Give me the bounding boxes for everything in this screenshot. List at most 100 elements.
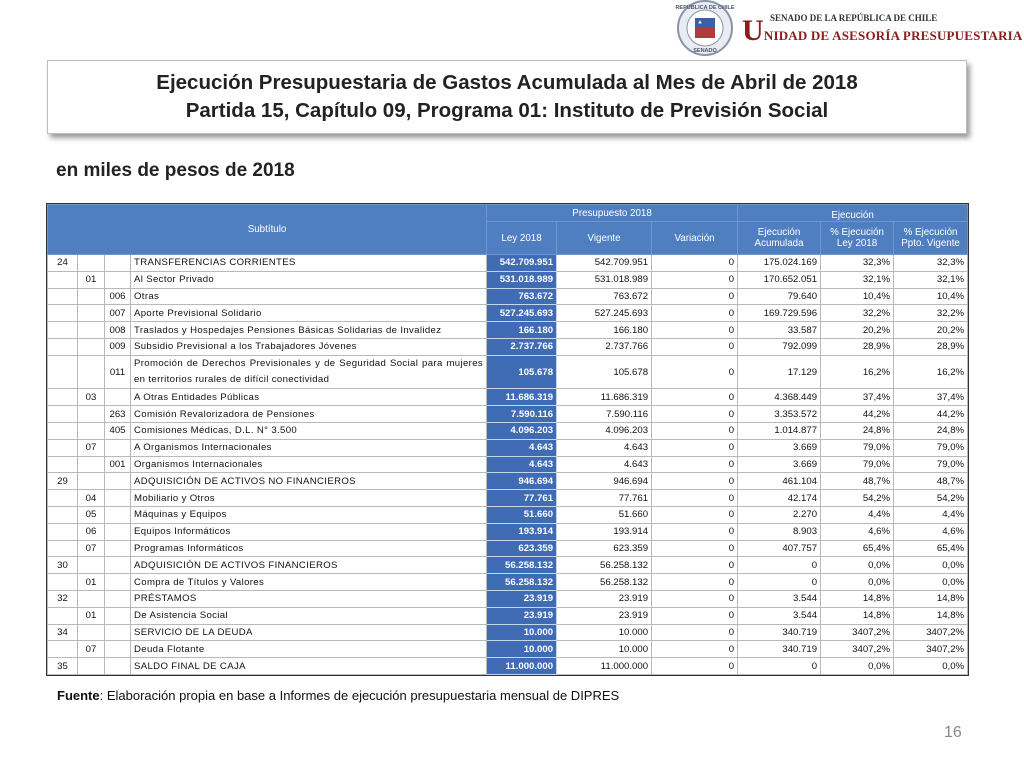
table-cell	[104, 657, 131, 675]
table-row: 30 ADQUISICIÓN DE ACTIVOS FINANCIEROS 56.2…	[47, 556, 969, 575]
table-cell	[77, 304, 105, 323]
table-cell: 17.129	[737, 354, 822, 390]
table-cell	[77, 421, 105, 440]
table-cell: 24,8%	[820, 421, 895, 440]
title-line: Partida 15, Capítulo 09, Programa 01: In…	[185, 99, 829, 122]
table-cell: 7.590.116	[556, 405, 653, 423]
table-cell: 8.903	[737, 522, 822, 541]
logo-line2: UNIDAD DE ASESORÍA PRESUPUESTARIA	[742, 14, 1023, 47]
table-cell: 193.914	[556, 522, 653, 541]
table-cell: 0	[651, 388, 739, 407]
table-row: 07 A Organismos Internacionales 4.643 4.643…	[47, 438, 969, 457]
table-cell: 11.000.000	[486, 657, 558, 675]
table-cell	[47, 573, 78, 591]
table-cell: 340.719	[737, 640, 822, 659]
table-cell: 07	[77, 640, 105, 659]
table-cell: 32,3%	[893, 254, 969, 272]
table-cell	[47, 455, 78, 474]
table-cell: 4.368.449	[737, 388, 822, 407]
table-cell: 2.737.766	[486, 337, 558, 356]
table-cell: SERVICIO DE LA DEUDA	[129, 623, 488, 642]
table-cell: 0	[651, 640, 739, 659]
header-line: Ley 2018	[836, 238, 878, 249]
table-cell: 3407,2%	[820, 640, 895, 659]
table-cell: 527.245.693	[486, 304, 558, 323]
table-cell	[104, 589, 131, 608]
table-row: 01 Al Sector Privado 531.018.989 531.018.98…	[47, 270, 969, 289]
table-cell	[77, 287, 105, 306]
table-cell: 4,4%	[893, 505, 969, 524]
table-cell: 4.096.203	[486, 421, 558, 440]
table-cell: 006	[104, 287, 131, 306]
header-cell: % Ejecución Ley 2018	[820, 221, 895, 255]
table-cell: 4.643	[556, 438, 653, 457]
table-cell: 1.014.877	[737, 421, 822, 440]
table-cell	[47, 640, 78, 659]
header-cell: Ejecución	[737, 204, 969, 222]
table-cell: 42.174	[737, 489, 822, 507]
table-cell: 263	[104, 405, 131, 423]
table-cell: 54,2%	[820, 489, 895, 507]
table-cell: 44,2%	[893, 405, 969, 423]
table-cell: 0,0%	[893, 573, 969, 591]
table-cell: 0	[651, 556, 739, 575]
table-cell: 0	[651, 657, 739, 675]
table-cell	[47, 354, 78, 390]
table-cell: 001	[104, 455, 131, 474]
table-cell: 792.099	[737, 337, 822, 356]
title-line: Ejecución Presupuestaria de Gastos Acumu…	[156, 71, 858, 94]
table-row: 263 Comisión Revalorizadora de Pensiones 7…	[47, 405, 969, 423]
table-cell: 405	[104, 421, 131, 440]
table-cell: 166.180	[556, 321, 653, 339]
table-cell: Máquinas y Equipos	[129, 505, 488, 524]
table-cell: Promoción de Derechos Previsionales y de…	[129, 354, 488, 390]
table-cell: 77.761	[556, 489, 653, 507]
table-cell	[77, 589, 105, 608]
table-cell: 4.643	[486, 455, 558, 474]
table-cell: 542.709.951	[556, 254, 653, 272]
table-cell	[77, 354, 105, 390]
table-cell: 16,2%	[893, 354, 969, 390]
table-cell: Deuda Flotante	[129, 640, 488, 659]
table-cell: 48,7%	[820, 472, 895, 491]
table-cell: 06	[77, 522, 105, 541]
table-cell: ADQUISICIÓN DE ACTIVOS FINANCIEROS	[129, 556, 488, 575]
table-cell: 2.737.766	[556, 337, 653, 356]
table-cell: 14,8%	[893, 606, 969, 625]
header-cell: Vigente	[556, 221, 653, 255]
table-row: 001 Organismos Internacionales 4.643 4.643 0…	[47, 455, 969, 474]
table-cell: 79,0%	[820, 438, 895, 457]
table-cell: 11.686.319	[486, 388, 558, 407]
table-cell: 3407,2%	[893, 623, 969, 642]
table-cell	[47, 388, 78, 407]
table-cell: 0	[651, 472, 739, 491]
table-cell: Subsidio Previsional a los Trabajadores …	[129, 337, 488, 356]
table-cell: 170.652.051	[737, 270, 822, 289]
table-cell: 0	[737, 573, 822, 591]
table-cell: 3.669	[737, 455, 822, 474]
table-cell: SALDO FINAL DE CAJA	[129, 657, 488, 675]
table-cell: 10.000	[486, 640, 558, 659]
table-cell	[47, 337, 78, 356]
title-box: Ejecución Presupuestaria de Gastos Acumu…	[47, 60, 967, 134]
table-cell: PRÉSTAMOS	[129, 589, 488, 608]
table-cell: 0	[651, 438, 739, 457]
table-cell: 16,2%	[820, 354, 895, 390]
table-cell: 623.359	[556, 539, 653, 558]
table-cell	[104, 522, 131, 541]
table-cell	[77, 623, 105, 642]
table-row: 007 Aporte Previsional Solidario 527.245.6…	[47, 304, 969, 323]
table-cell	[104, 539, 131, 558]
table-cell: 175.024.169	[737, 254, 822, 272]
table-cell: 79,0%	[893, 438, 969, 457]
header-cell: Ley 2018	[486, 221, 558, 255]
table-cell: 4.643	[556, 455, 653, 474]
table-cell	[104, 489, 131, 507]
table-cell: 0	[651, 522, 739, 541]
table-cell: 946.694	[556, 472, 653, 491]
table-cell	[47, 405, 78, 423]
table-cell: Otras	[129, 287, 488, 306]
table-cell: 05	[77, 505, 105, 524]
table-cell: 34	[47, 623, 78, 642]
table-row: 006 Otras 763.672 763.672 0 79.640 10,4% 10,4%	[47, 287, 969, 306]
